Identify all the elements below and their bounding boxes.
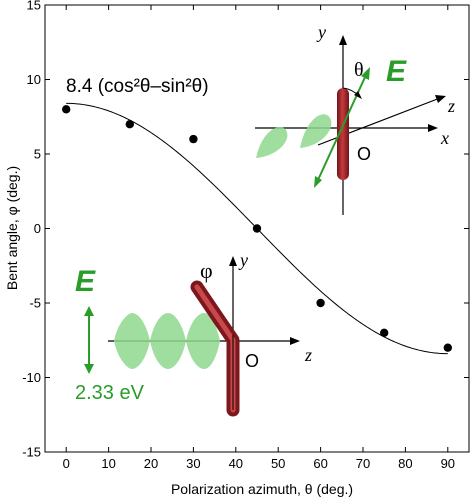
upper-z-label: z bbox=[447, 96, 455, 116]
y-tick-label: -5 bbox=[29, 296, 41, 311]
x-tick-label: 50 bbox=[271, 456, 285, 471]
upper-inset-diagram: y θ E z x O bbox=[255, 22, 455, 215]
upper-wave-packet bbox=[300, 114, 332, 148]
upper-x-label: x bbox=[440, 128, 449, 148]
lower-field-label: E bbox=[75, 265, 96, 298]
lower-phi-label: φ bbox=[200, 258, 213, 283]
y-axis-title: Bent angle, φ (deg.) bbox=[4, 166, 20, 290]
lower-y-arrowhead bbox=[229, 256, 237, 266]
x-tick-label: 80 bbox=[398, 456, 412, 471]
data-point bbox=[252, 224, 262, 233]
fit-formula-label: 8.4 (cos²θ–sin²θ) bbox=[66, 76, 209, 97]
data-point bbox=[316, 298, 325, 308]
lower-polarization-arrowhead-down bbox=[84, 364, 94, 374]
x-tick-label: 0 bbox=[63, 456, 70, 471]
upper-y-label: y bbox=[316, 22, 326, 42]
theta-arc-arrowhead bbox=[354, 91, 362, 99]
x-tick-label: 90 bbox=[441, 456, 455, 471]
y-tick-label: 15 bbox=[27, 0, 41, 13]
x-tick-label: 30 bbox=[186, 456, 200, 471]
data-point bbox=[125, 120, 134, 129]
axis-ticks: 0 10 20 30 40 50 60 70 80 90 -15 -10 -5 0 5 10 15 bbox=[22, 0, 469, 471]
upper-z-arrowhead bbox=[435, 95, 446, 103]
upper-wave-packet bbox=[256, 127, 288, 158]
x-axis-title: Polarization azimuth, θ (deg.) bbox=[171, 481, 353, 497]
upper-y-arrowhead bbox=[339, 35, 347, 45]
x-tick-label: 10 bbox=[101, 456, 115, 471]
data-point bbox=[443, 343, 452, 352]
data-point bbox=[380, 328, 389, 337]
upper-field-arrowhead bbox=[361, 67, 370, 80]
lower-z-label: z bbox=[304, 345, 312, 365]
lower-wave bbox=[114, 313, 220, 369]
data-point bbox=[189, 134, 198, 144]
lower-y-label: y bbox=[238, 250, 248, 270]
x-tick-label: 60 bbox=[313, 456, 327, 471]
x-tick-label: 70 bbox=[356, 456, 370, 471]
y-tick-label: 10 bbox=[27, 72, 41, 87]
y-tick-label: 0 bbox=[34, 221, 41, 236]
upper-theta-label: θ bbox=[354, 59, 364, 81]
data-point bbox=[61, 105, 71, 114]
lower-inset-diagram: φ y E z O 2.33 eV bbox=[75, 250, 312, 417]
upper-origin-label: O bbox=[357, 144, 371, 164]
lower-energy-label: 2.33 eV bbox=[75, 382, 145, 404]
upper-x-arrowhead bbox=[428, 124, 438, 132]
upper-nanowire-rod bbox=[337, 88, 349, 180]
lower-z-arrowhead bbox=[290, 337, 300, 345]
upper-field-label: E bbox=[386, 55, 407, 88]
x-tick-label: 20 bbox=[144, 456, 158, 471]
upper-field-arrowtail bbox=[314, 176, 322, 188]
lower-origin-label: O bbox=[245, 351, 259, 371]
y-tick-label: 5 bbox=[34, 147, 41, 162]
y-tick-label: -15 bbox=[22, 445, 41, 460]
y-tick-label: -10 bbox=[22, 370, 41, 385]
x-tick-label: 40 bbox=[229, 456, 243, 471]
data-points bbox=[61, 105, 452, 352]
lower-polarization-arrowhead-up bbox=[84, 306, 94, 316]
